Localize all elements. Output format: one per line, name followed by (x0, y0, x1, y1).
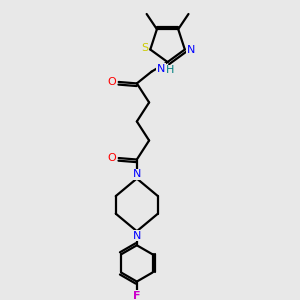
Text: O: O (108, 77, 117, 87)
Text: N: N (133, 231, 141, 241)
Text: H: H (165, 65, 174, 75)
Text: O: O (108, 153, 117, 163)
Text: S: S (142, 43, 148, 53)
Text: N: N (157, 64, 165, 74)
Text: N: N (133, 169, 141, 179)
Text: N: N (187, 44, 195, 55)
Text: F: F (133, 291, 141, 300)
